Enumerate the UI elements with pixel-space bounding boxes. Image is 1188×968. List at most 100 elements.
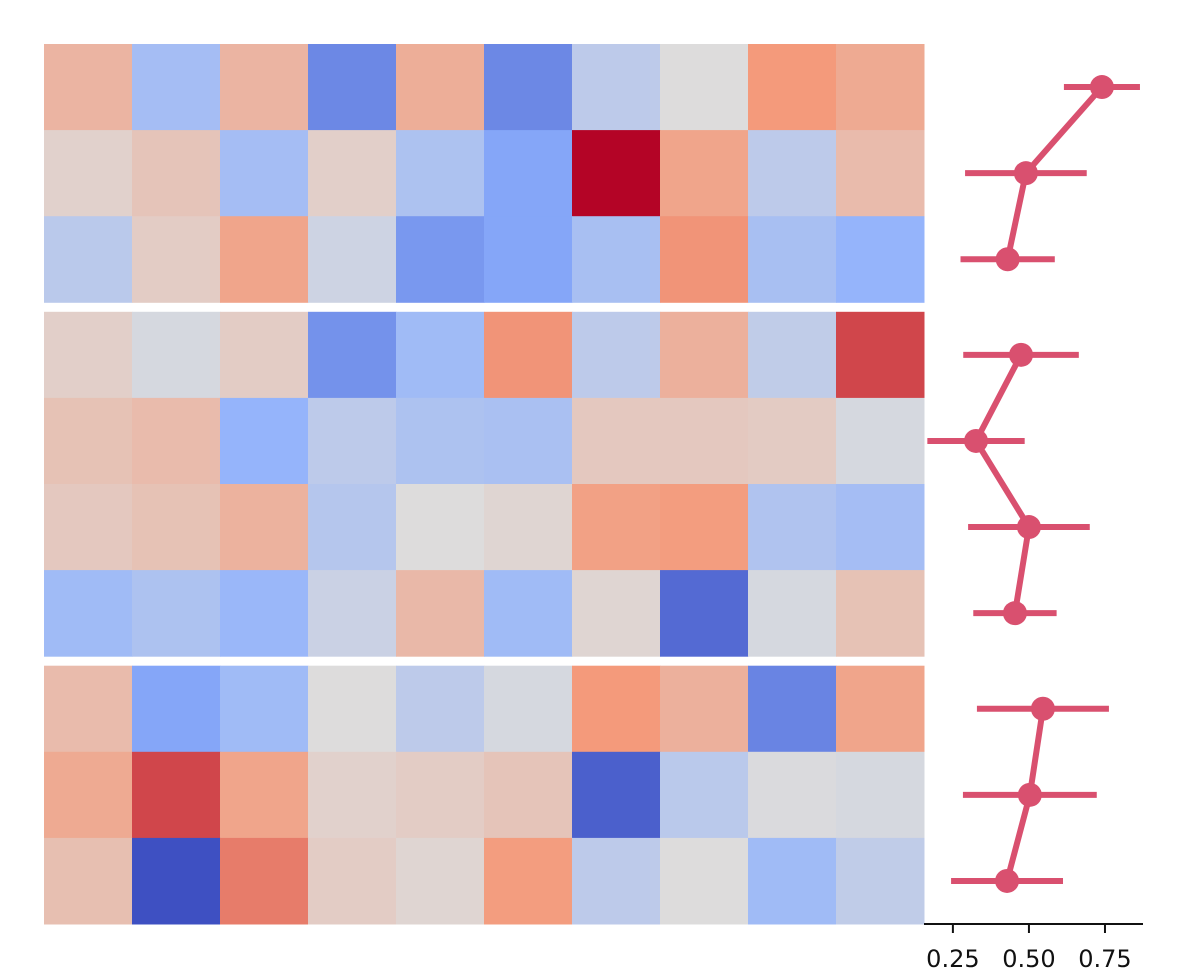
heatmap-cell	[396, 484, 485, 571]
x-tick-label: 0.50	[1002, 945, 1055, 968]
heatmap-cell	[748, 130, 837, 217]
heatmap-cell	[660, 837, 749, 925]
heatmap-cell	[836, 751, 925, 839]
heatmap-cell	[572, 570, 661, 657]
heatmap-cell	[572, 751, 661, 839]
heatmap-cell	[220, 216, 309, 303]
heatmap-cell	[396, 216, 485, 303]
heatmap-cell	[748, 311, 837, 399]
heatmap-cell	[44, 397, 133, 485]
heatmap-cell	[220, 570, 309, 657]
heatmap-cell	[44, 484, 133, 571]
heatmap-cell	[396, 665, 485, 753]
heatmap-cell	[220, 130, 309, 217]
heatmap-cell	[44, 665, 133, 753]
heatmap-cell	[484, 570, 573, 657]
heatmap-cell	[836, 665, 925, 753]
heatmap-cell	[748, 484, 837, 571]
heatmap-cell	[484, 484, 573, 571]
heatmap-cell	[748, 44, 837, 131]
heatmap-cell	[660, 216, 749, 303]
heatmap-cell	[308, 397, 397, 485]
heatmap-cell	[484, 44, 573, 131]
heatmap-cell	[836, 130, 925, 217]
heatmap-cell	[220, 837, 309, 925]
heatmap-cell	[572, 311, 661, 399]
heatmap-cell	[748, 665, 837, 753]
heatmap-cell	[572, 837, 661, 925]
heatmap-cell	[396, 311, 485, 399]
heatmap-cell	[572, 44, 661, 131]
heatmap-cell	[44, 751, 133, 839]
heatmap-cell	[836, 311, 925, 399]
heatmap-cell	[836, 216, 925, 303]
heatmap-cell	[44, 311, 133, 399]
point	[1013, 161, 1038, 186]
heatmap-cell	[132, 44, 221, 131]
heatmap-cell	[396, 837, 485, 925]
heatmap-cell	[132, 311, 221, 399]
heatmap-cell	[396, 44, 485, 131]
heatmap-cell	[396, 130, 485, 217]
heatmap-cell	[660, 665, 749, 753]
heatmap-cell	[132, 665, 221, 753]
heatmap-cell	[396, 570, 485, 657]
heatmap-cell	[44, 837, 133, 925]
heatmap-cell	[132, 751, 221, 839]
x-tick-label: 0.25	[926, 945, 979, 968]
heatmap-cell	[308, 130, 397, 217]
point	[1002, 601, 1027, 626]
heatmap-cell	[44, 44, 133, 131]
heatmap-cell	[836, 837, 925, 925]
heatmap-cell	[308, 44, 397, 131]
connector-line	[972, 353, 1033, 614]
heatmap-cell	[308, 216, 397, 303]
x-tick-label: 0.75	[1078, 945, 1131, 968]
heatmap-cell	[484, 311, 573, 399]
heatmap-cell	[484, 130, 573, 217]
point	[1017, 782, 1042, 807]
heatmap-cell	[132, 484, 221, 571]
heatmap-cell	[572, 397, 661, 485]
heatmap-cell	[220, 44, 309, 131]
heatmap-cell	[132, 837, 221, 925]
heatmap-cell	[484, 665, 573, 753]
heatmap-cell	[660, 311, 749, 399]
heatmap-cell	[44, 130, 133, 217]
heatmap-cell	[748, 397, 837, 485]
heatmap-cell	[660, 570, 749, 657]
point	[1016, 515, 1041, 540]
heatmap-cell	[220, 751, 309, 839]
heatmap-cell	[308, 837, 397, 925]
heatmap-cell	[748, 837, 837, 925]
heatmap-cell	[220, 665, 309, 753]
heatmap-cell	[132, 130, 221, 217]
point	[1009, 342, 1034, 367]
point	[995, 868, 1020, 893]
heatmap-cell	[572, 484, 661, 571]
heatmap-cell	[836, 484, 925, 571]
heatmap-cell	[308, 751, 397, 839]
heatmap-cell	[132, 397, 221, 485]
heatmap-cell	[44, 216, 133, 303]
heatmap-cell	[484, 397, 573, 485]
heatmap-cell	[484, 751, 573, 839]
heatmap-cell	[220, 484, 309, 571]
heatmap-cell	[660, 484, 749, 571]
heatmap-cell	[308, 484, 397, 571]
heatmap-cell	[748, 751, 837, 839]
heatmap-cell	[220, 311, 309, 399]
heatmap-cell	[660, 130, 749, 217]
heatmap-cell	[572, 216, 661, 303]
point	[1089, 75, 1114, 100]
point	[995, 247, 1020, 272]
heatmap-cell	[660, 44, 749, 131]
heatmap-cell	[748, 570, 837, 657]
heatmap-cell	[220, 397, 309, 485]
heatmap-cell	[572, 130, 661, 217]
heatmap-cell	[572, 665, 661, 753]
heatmap-cell	[396, 751, 485, 839]
heatmap-cell	[660, 751, 749, 839]
heatmap-cell	[484, 837, 573, 925]
